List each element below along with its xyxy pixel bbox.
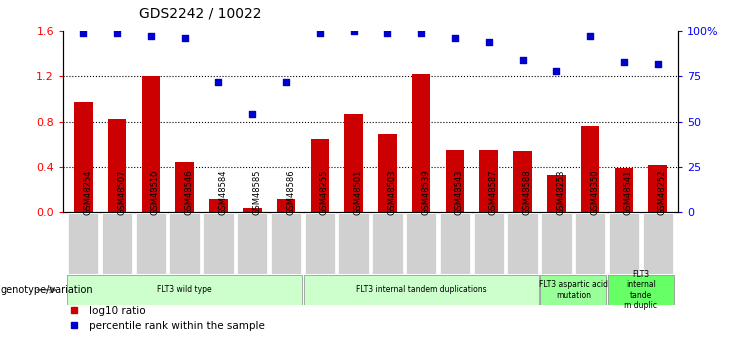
FancyBboxPatch shape: [508, 213, 538, 274]
FancyBboxPatch shape: [68, 213, 99, 274]
FancyBboxPatch shape: [136, 213, 166, 274]
Point: [415, 30, 427, 36]
FancyBboxPatch shape: [541, 213, 571, 274]
Point: [483, 39, 495, 45]
FancyBboxPatch shape: [270, 213, 302, 274]
FancyBboxPatch shape: [237, 213, 268, 274]
Text: GSM48541: GSM48541: [624, 170, 633, 215]
Bar: [142, 76, 160, 212]
Point: [314, 30, 326, 36]
FancyBboxPatch shape: [305, 213, 335, 274]
Text: GSM48587: GSM48587: [489, 170, 498, 215]
FancyBboxPatch shape: [67, 275, 302, 305]
Bar: [276, 199, 296, 212]
FancyBboxPatch shape: [473, 213, 504, 274]
FancyBboxPatch shape: [609, 213, 639, 274]
Point: [516, 57, 528, 63]
Point: [618, 59, 630, 65]
Text: GSM48253: GSM48253: [556, 170, 565, 215]
Point: [584, 34, 596, 39]
Bar: [310, 139, 329, 212]
Bar: [514, 151, 532, 212]
FancyBboxPatch shape: [203, 213, 233, 274]
Point: [280, 79, 292, 85]
Bar: [345, 114, 363, 212]
Bar: [479, 150, 498, 212]
Text: GSM48546: GSM48546: [185, 170, 193, 215]
FancyBboxPatch shape: [339, 213, 369, 274]
Bar: [547, 175, 565, 212]
Text: GSM48255: GSM48255: [320, 170, 329, 215]
Bar: [581, 126, 599, 212]
Text: GSM48543: GSM48543: [455, 170, 464, 215]
Point: [213, 79, 225, 85]
Text: genotype/variation: genotype/variation: [1, 285, 93, 295]
FancyBboxPatch shape: [372, 213, 402, 274]
FancyBboxPatch shape: [575, 213, 605, 274]
Text: GSM48252: GSM48252: [658, 170, 667, 215]
Text: FLT3 aspartic acid
mutation: FLT3 aspartic acid mutation: [539, 280, 608, 299]
Bar: [176, 162, 194, 212]
Point: [179, 36, 190, 41]
Text: GSM48254: GSM48254: [83, 170, 93, 215]
Text: FLT3 wild type: FLT3 wild type: [157, 285, 212, 294]
Bar: [412, 74, 431, 212]
Point: [449, 36, 461, 41]
Bar: [243, 208, 262, 212]
Bar: [648, 165, 667, 212]
Text: GSM48588: GSM48588: [522, 170, 531, 215]
Point: [382, 30, 393, 36]
FancyBboxPatch shape: [540, 275, 606, 305]
Text: FLT3
internal
tande
m duplic: FLT3 internal tande m duplic: [625, 270, 657, 310]
Text: GSM48350: GSM48350: [590, 170, 599, 215]
Bar: [614, 168, 634, 212]
Point: [348, 28, 359, 34]
Text: GSM48503: GSM48503: [388, 170, 396, 215]
FancyBboxPatch shape: [304, 275, 539, 305]
Text: FLT3 internal tandem duplications: FLT3 internal tandem duplications: [356, 285, 487, 294]
Point: [111, 30, 123, 36]
Bar: [445, 150, 465, 212]
FancyBboxPatch shape: [642, 213, 673, 274]
Text: GSM48510: GSM48510: [151, 170, 160, 215]
Bar: [107, 119, 127, 212]
FancyBboxPatch shape: [406, 213, 436, 274]
Point: [77, 30, 89, 36]
FancyBboxPatch shape: [170, 213, 200, 274]
Point: [551, 68, 562, 74]
Text: GSM48539: GSM48539: [421, 170, 431, 215]
Text: GSM48584: GSM48584: [219, 170, 227, 215]
Text: GSM48586: GSM48586: [286, 170, 295, 215]
Text: GSM48501: GSM48501: [353, 170, 362, 215]
Bar: [74, 102, 93, 212]
Text: GSM48507: GSM48507: [117, 170, 126, 215]
Point: [246, 112, 258, 117]
Text: GDS2242 / 10022: GDS2242 / 10022: [139, 7, 262, 21]
Legend: log10 ratio, percentile rank within the sample: log10 ratio, percentile rank within the …: [68, 306, 265, 331]
Text: GSM48585: GSM48585: [252, 170, 262, 215]
Point: [652, 61, 664, 67]
FancyBboxPatch shape: [102, 213, 132, 274]
FancyBboxPatch shape: [608, 275, 674, 305]
Bar: [378, 134, 396, 212]
Point: [145, 34, 157, 39]
FancyBboxPatch shape: [439, 213, 471, 274]
Bar: [209, 199, 227, 212]
